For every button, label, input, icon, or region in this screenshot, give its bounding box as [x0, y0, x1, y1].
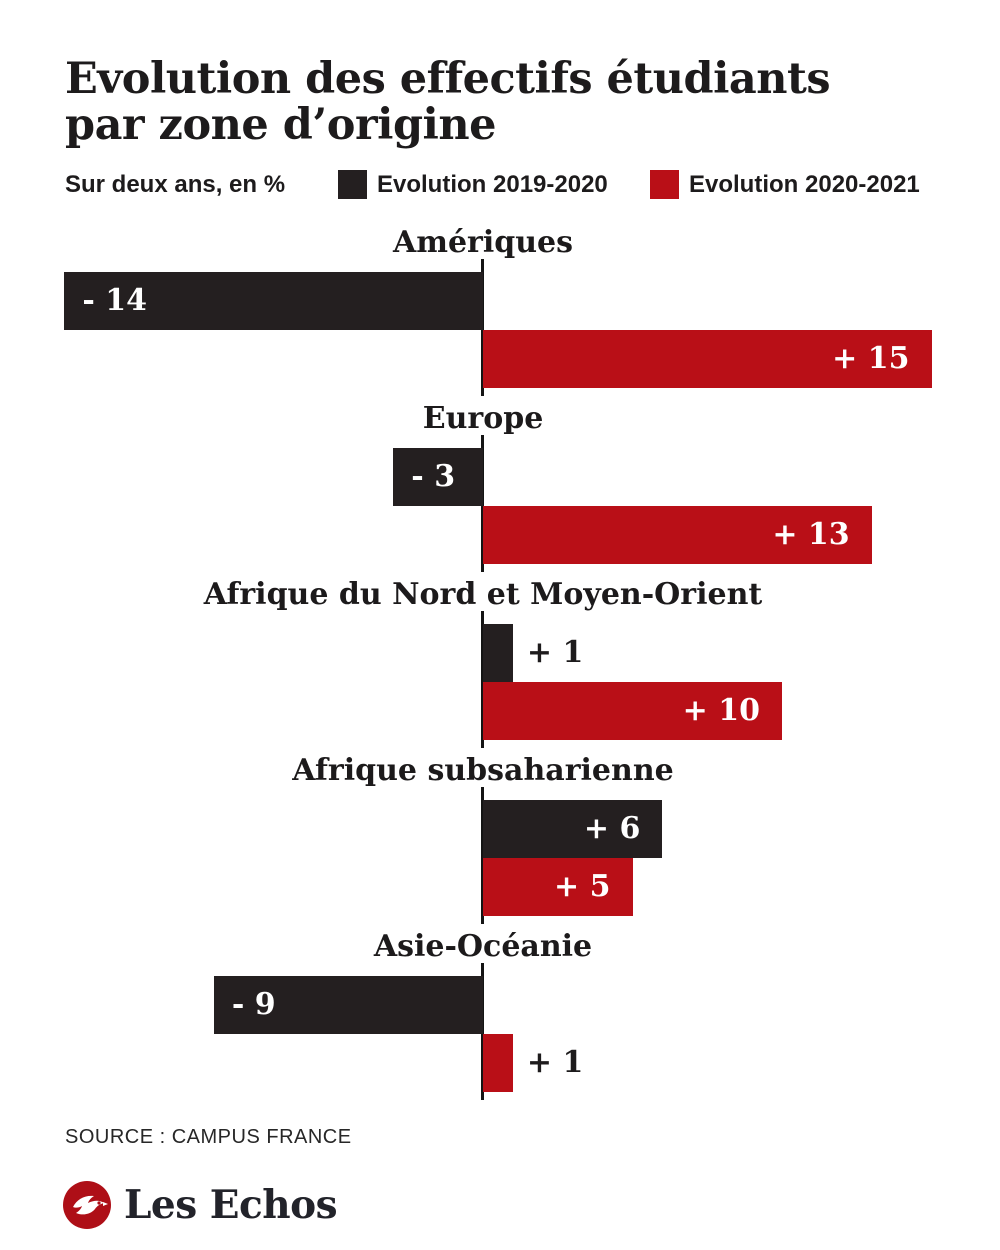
legend-swatch-2019-2020	[338, 170, 367, 199]
bar-value-label: - 14	[82, 283, 148, 318]
legend-swatch-2020-2021	[650, 170, 679, 199]
chart-group: Afrique du Nord et Moyen-Orient + 1 + 10	[0, 578, 1000, 748]
legend-label-2019-2020: Evolution 2019-2020	[377, 171, 608, 198]
bar-evolution-2019-2020	[483, 624, 513, 682]
bar-value-label: + 10	[682, 693, 760, 728]
category-label: Europe	[422, 401, 544, 436]
bar-evolution-2019-2020	[393, 448, 483, 506]
bar-value-label: + 1	[526, 1045, 584, 1080]
chart-group: Europe - 3 + 13	[0, 402, 1000, 572]
bar-evolution-2020-2021	[483, 506, 872, 564]
bar-value-label: + 15	[832, 341, 910, 376]
lesechos-bird-logo-icon	[63, 1181, 111, 1229]
category-label: Afrique du Nord et Moyen-Orient	[203, 577, 763, 612]
bar-evolution-2020-2021	[483, 330, 932, 388]
subtitle-legend-row: Sur deux ans, en % Evolution 2019-2020 E…	[0, 170, 1000, 200]
category-label: Afrique subsaharienne	[292, 753, 674, 788]
chart-group: Afrique subsaharienne + 6 + 5	[0, 754, 1000, 924]
bar-evolution-2020-2021	[483, 1034, 513, 1092]
bar-evolution-2019-2020	[483, 800, 663, 858]
axis-zero-line	[481, 787, 484, 924]
category-label: Amériques	[392, 225, 574, 260]
chart-title-line2: par zone d’origine	[65, 100, 496, 150]
source-note: SOURCE : CAMPUS FRANCE	[65, 1126, 352, 1148]
bar-value-label: - 9	[231, 987, 276, 1022]
bar-value-label: + 13	[772, 517, 850, 552]
diverging-bar-chart: Amériques - 14 + 15 Europe - 3 + 13 Afrique du…	[0, 226, 1000, 1100]
bar-evolution-2020-2021	[483, 682, 782, 740]
bar-evolution-2019-2020	[64, 272, 483, 330]
publisher-brand: Les Echos	[63, 1181, 1000, 1229]
chart-title-line1: Evolution des effectifs étudiants	[65, 54, 831, 104]
chart-subtitle: Sur deux ans, en %	[65, 171, 286, 198]
bar-evolution-2020-2021	[483, 858, 633, 916]
bar-value-label: - 3	[411, 459, 456, 494]
category-label: Asie-Océanie	[373, 929, 593, 964]
bar-value-label: + 5	[554, 869, 611, 904]
chart-title: Evolution des effectifs étudiants par zon…	[65, 56, 940, 148]
chart-group: Asie-Océanie - 9 + 1	[0, 930, 1000, 1100]
lesechos-wordmark: Les Echos	[124, 1182, 338, 1228]
axis-zero-line	[481, 611, 484, 748]
legend-label-2020-2021: Evolution 2020-2021	[689, 171, 920, 198]
bar-evolution-2019-2020	[213, 976, 483, 1034]
bar-value-label: + 1	[526, 635, 584, 670]
chart-group: Amériques - 14 + 15	[0, 226, 1000, 396]
bar-value-label: + 6	[583, 811, 641, 846]
